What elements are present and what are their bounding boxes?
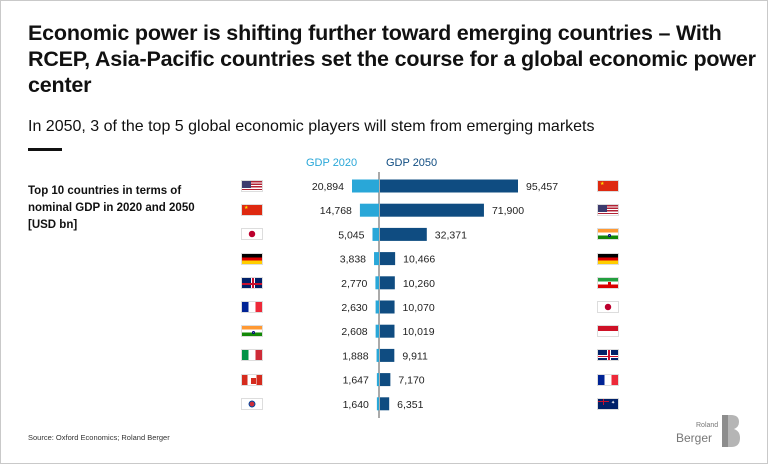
- label-gdp-2050: 32,371: [435, 229, 467, 241]
- label-gdp-2050: 9,911: [402, 350, 428, 362]
- roland-berger-logo: Roland Berger: [676, 413, 746, 453]
- uk-flag-icon: [597, 349, 619, 362]
- bar-gdp-2020: [375, 324, 379, 338]
- iran-flag-icon: [597, 276, 619, 289]
- label-gdp-2020: 1,888: [342, 350, 368, 362]
- india-flag-icon: [597, 228, 619, 241]
- bar-gdp-2050: [380, 348, 395, 362]
- divider-rule: [28, 148, 62, 151]
- bar-gdp-2020: [375, 276, 379, 290]
- bar-gdp-2020: [376, 348, 379, 362]
- bar-gdp-2020: [376, 397, 379, 411]
- logo-big-text: Berger: [676, 431, 713, 445]
- logo-b-mark: [722, 415, 740, 447]
- bar-gdp-2050: [380, 324, 395, 338]
- japan-flag-icon: [597, 301, 619, 313]
- label-gdp-2020: 1,647: [343, 375, 369, 387]
- germany-flag-icon: [597, 252, 619, 265]
- bar-gdp-2020: [359, 203, 379, 217]
- indonesia-flag-icon: [597, 325, 619, 338]
- label-gdp-2050: 10,466: [403, 254, 435, 266]
- us-flag-icon: [597, 204, 619, 217]
- label-gdp-2020: 3,838: [340, 254, 366, 266]
- canada-flag-icon: [241, 373, 263, 386]
- bar-gdp-2050: [380, 276, 395, 290]
- bar-gdp-2020: [352, 179, 379, 193]
- bar-gdp-2050: [380, 252, 396, 266]
- label-gdp-2050: 95,457: [526, 181, 558, 193]
- china-flag-icon: ★: [241, 204, 263, 217]
- label-gdp-2050: 10,019: [402, 326, 434, 338]
- bar-gdp-2050: [380, 179, 518, 193]
- label-gdp-2020: 2,770: [341, 278, 367, 290]
- uk-flag-icon: [241, 276, 263, 289]
- bar-gdp-2050: [380, 397, 390, 411]
- bar-gdp-2050: [380, 300, 395, 314]
- bar-gdp-2020: [374, 252, 379, 266]
- label-gdp-2050: 10,260: [403, 278, 435, 290]
- germany-flag-icon: [241, 252, 263, 265]
- legend-gdp-2050: GDP 2050: [386, 157, 437, 169]
- bar-gdp-2020: [375, 300, 379, 314]
- label-gdp-2020: 5,045: [338, 229, 364, 241]
- bar-gdp-2050: [380, 373, 391, 387]
- france-flag-icon: [597, 373, 619, 386]
- korea-flag-icon: [241, 397, 263, 410]
- page-title: Economic power is shifting further towar…: [28, 21, 756, 97]
- bar-gdp-2050: [380, 227, 427, 241]
- bar-gdp-2020: [372, 227, 379, 241]
- bar-gdp-2050: [380, 203, 484, 217]
- label-gdp-2020: 20,894: [312, 181, 344, 193]
- label-gdp-2020: 14,768: [320, 205, 352, 217]
- logo-small-text: Roland: [696, 422, 719, 429]
- bar-gdp-2020: [376, 373, 379, 387]
- australia-flag-icon: ✦: [597, 397, 619, 410]
- france-flag-icon: [241, 301, 263, 313]
- label-gdp-2050: 10,070: [403, 302, 435, 314]
- label-gdp-2050: 7,170: [398, 375, 424, 387]
- label-gdp-2020: 2,608: [341, 326, 367, 338]
- source-note: Source: Oxford Economics; Roland Berger: [28, 433, 170, 442]
- label-gdp-2050: 71,900: [492, 205, 524, 217]
- india-flag-icon: [241, 325, 263, 338]
- japan-flag-icon: [241, 228, 263, 241]
- chart-description: Top 10 countries in terms of nominal GDP…: [28, 185, 195, 231]
- china-flag-icon: ★: [597, 180, 619, 192]
- label-gdp-2020: 1,640: [343, 399, 369, 411]
- page-subtitle: In 2050, 3 of the top 5 global economic …: [28, 118, 595, 135]
- italy-flag-icon: [241, 349, 263, 362]
- label-gdp-2050: 6,351: [397, 399, 423, 411]
- label-gdp-2020: 2,630: [341, 302, 367, 314]
- us-flag-icon: [241, 180, 263, 192]
- legend-gdp-2020: GDP 2020: [306, 157, 357, 169]
